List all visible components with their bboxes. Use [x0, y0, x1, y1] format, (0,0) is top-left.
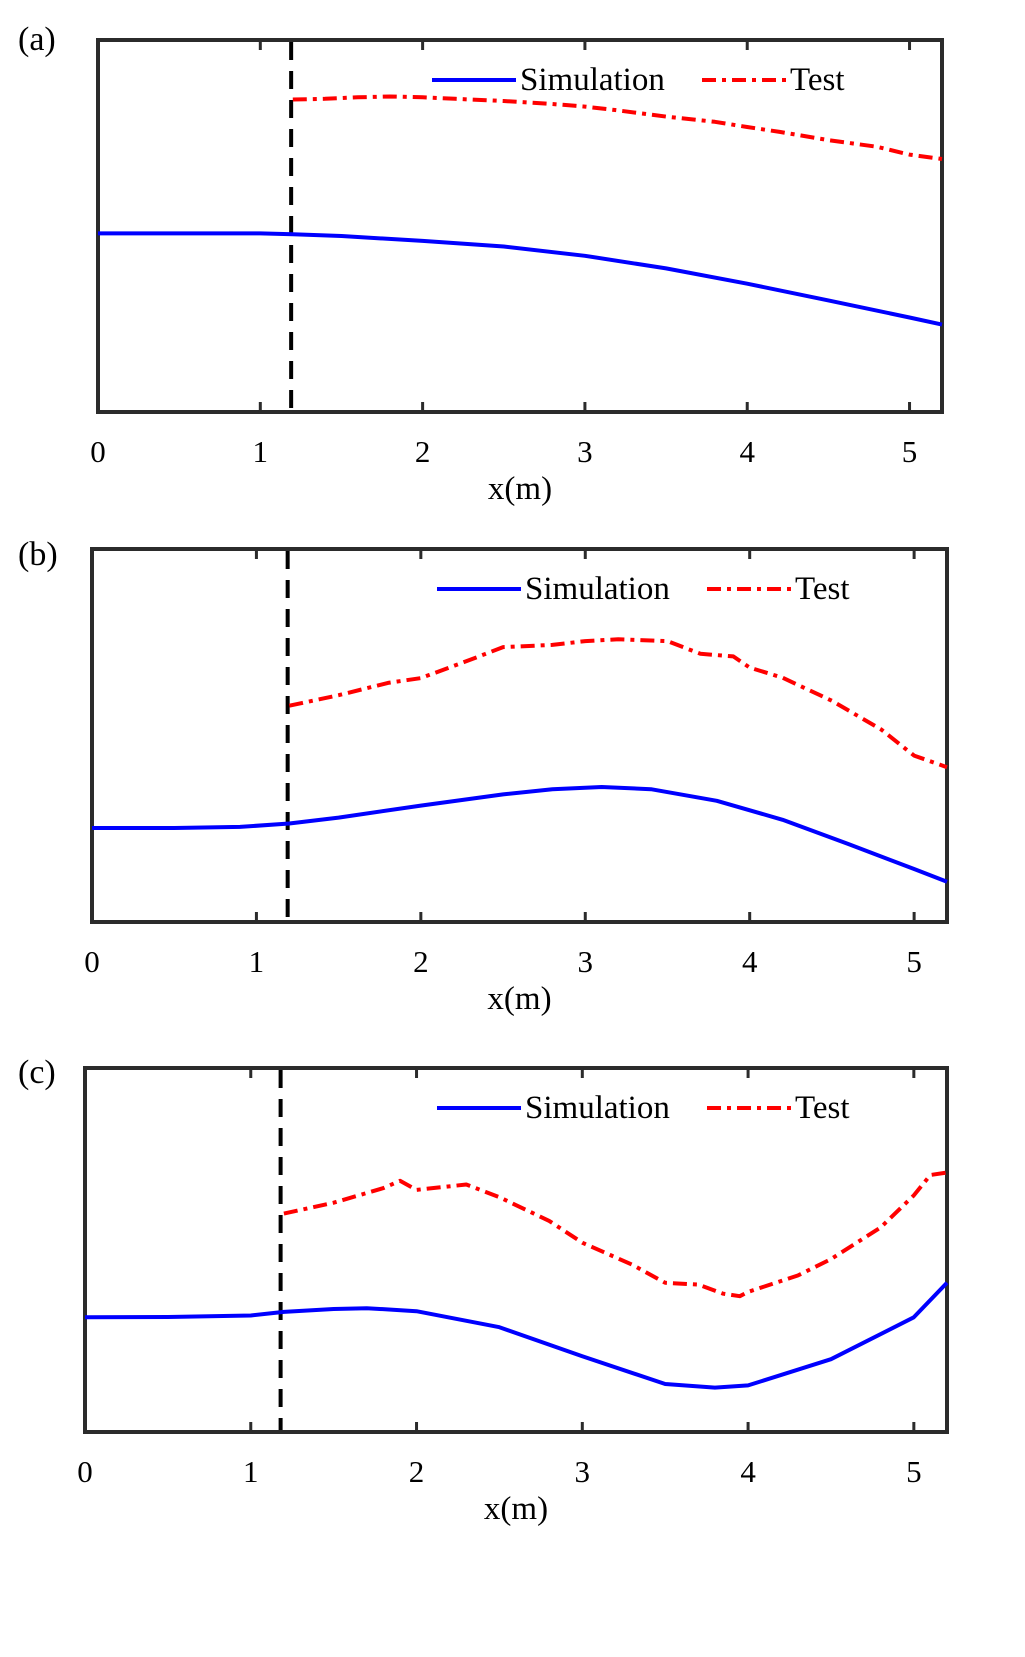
- x-tick-label: 3: [577, 434, 593, 469]
- chart-panel-2: (b) 0 1 2 3 4 5 x(m) Simulation Test: [18, 536, 949, 1017]
- plot-frame: [96, 38, 944, 414]
- x-tick-label: 1: [253, 434, 269, 469]
- legend-label-test: Test: [790, 62, 845, 98]
- legend-label-simulation: Simulation: [520, 62, 665, 98]
- x-tick-label: 4: [740, 1454, 756, 1489]
- plot-frame: [83, 1066, 949, 1434]
- x-tick-label: 4: [739, 434, 755, 469]
- panel-label: (b): [18, 536, 58, 573]
- x-axis-title: x(m): [487, 981, 551, 1017]
- series-line-simulation: [84, 1281, 949, 1390]
- x-tick-label: 3: [578, 944, 594, 979]
- x-tick-label: 0: [90, 434, 106, 469]
- x-tick-label: 4: [742, 944, 758, 979]
- plot-frame: [90, 547, 949, 924]
- x-tick-label: 1: [243, 1454, 259, 1489]
- legend-label-test: Test: [795, 571, 850, 607]
- x-tick-label: 5: [902, 434, 918, 469]
- chart-panel-1: (a) 0 1 2 3 4 5 x(m) Simulation Test: [18, 21, 944, 507]
- legend-label-test: Test: [795, 1090, 850, 1126]
- series-line-test: [288, 637, 948, 770]
- panel-label: (c): [18, 1054, 56, 1091]
- chart-panel-3: (c) 0 1 2 3 4 5 x(m) Simulation Test: [18, 1054, 949, 1527]
- x-tick-label: 5: [906, 944, 922, 979]
- series-line-simulation: [92, 785, 948, 884]
- x-tick-label: 0: [84, 944, 100, 979]
- x-tick-label: 0: [77, 1454, 93, 1489]
- legend-label-simulation: Simulation: [525, 571, 670, 607]
- legend-label-simulation: Simulation: [525, 1090, 670, 1126]
- series-line-test: [292, 94, 943, 161]
- panel-label: (a): [18, 21, 56, 58]
- x-axis-title: x(m): [488, 471, 552, 507]
- x-tick-label: 2: [409, 1454, 425, 1489]
- x-tick-label: 1: [249, 944, 265, 979]
- x-tick-label: 2: [415, 434, 431, 469]
- series-line-test: [283, 1170, 948, 1299]
- x-tick-label: 5: [906, 1454, 922, 1489]
- series-line-simulation: [98, 231, 943, 327]
- x-tick-label: 2: [413, 944, 429, 979]
- x-tick-label: 3: [575, 1454, 591, 1489]
- x-axis-title: x(m): [484, 1491, 548, 1527]
